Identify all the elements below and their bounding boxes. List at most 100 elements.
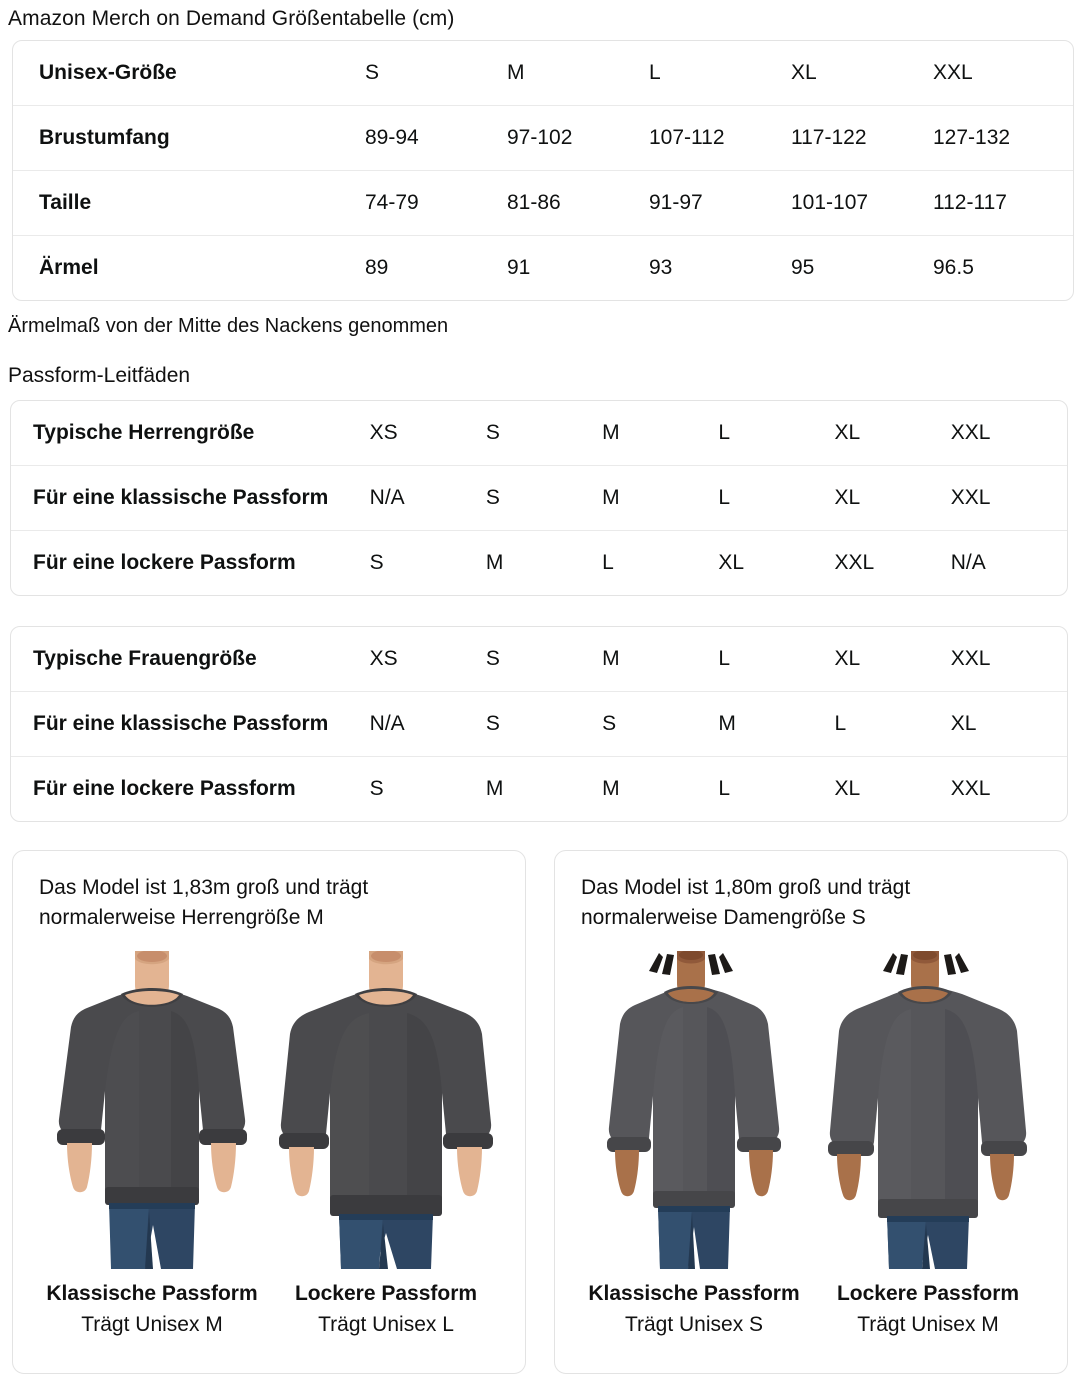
cell-value: L	[718, 401, 835, 466]
cell-value: 93	[649, 256, 673, 279]
cell-value: L	[602, 551, 614, 574]
womens-fit-table-container: Typische Frauengröße XS S M L XL XXL Für…	[10, 626, 1068, 822]
male-classic-fit-figure	[35, 939, 269, 1269]
cell-value: N/A	[369, 691, 486, 757]
mens-fit-table: Typische Herrengröße XS S M L XL XXL Für…	[11, 401, 1067, 595]
row-label: Für eine lockere Passform	[33, 551, 296, 574]
female-relaxed-label-group: Lockere Passform Trägt Unisex M	[811, 1279, 1045, 1341]
size-label: Trägt Unisex M	[81, 1313, 223, 1336]
female-relaxed-fit-illustration	[828, 951, 1027, 1269]
cell-value: XL	[950, 691, 1067, 757]
cell-value: 89-94	[365, 105, 507, 171]
table-row: Ärmel 89 91 93 95 96.5	[13, 236, 1073, 301]
table-row: Typische Frauengröße XS S M L XL XXL	[11, 627, 1067, 692]
cell-value: 97-102	[507, 105, 649, 171]
measurements-table-container: Unisex-Größe S M L XL XXL Brustumfang 89…	[12, 40, 1074, 301]
fit-label: Klassische Passform	[46, 1282, 258, 1305]
female-figures	[577, 939, 1045, 1269]
male-figures	[35, 939, 503, 1269]
row-label: Für eine klassische Passform	[11, 465, 370, 531]
fit-label: Lockere Passform	[836, 1282, 1020, 1305]
table-row: Typische Herrengröße XS S M L XL XXL	[11, 401, 1067, 466]
cell-value: M	[718, 691, 835, 757]
cell-value: XXL	[950, 627, 1067, 692]
fit-guides-title: Passform-Leitfäden	[8, 364, 191, 387]
womens-fit-table: Typische Frauengröße XS S M L XL XXL Für…	[11, 627, 1067, 821]
cell-value: 91	[507, 256, 531, 279]
male-classic-fit-illustration	[57, 951, 247, 1269]
cell-value: M	[602, 401, 719, 466]
cell-value: 81-86	[507, 170, 649, 236]
female-relaxed-fit-figure	[811, 939, 1045, 1269]
cell-value: XXL	[834, 551, 875, 574]
table-row: Unisex-Größe S M L XL XXL	[13, 41, 1073, 106]
size-label: Trägt Unisex M	[857, 1313, 999, 1336]
cell-value: XL	[791, 41, 933, 106]
row-label: Typische Frauengröße	[11, 627, 370, 692]
female-classic-fit-figure	[577, 939, 811, 1269]
cell-value: XS	[369, 401, 486, 466]
male-classic-label-group: Klassische Passform Trägt Unisex M	[35, 1279, 269, 1341]
table-row: Für eine klassische Passform N/A S M L X…	[11, 465, 1067, 531]
table-row: Taille 74-79 81-86 91-97 101-107 112-117	[13, 170, 1073, 236]
cell-value: S	[485, 465, 603, 531]
male-relaxed-fit-figure	[269, 939, 503, 1269]
female-classic-fit-illustration	[607, 951, 781, 1269]
cell-value: S	[365, 41, 507, 106]
table-row: Für eine klassische Passform N/A S S M L…	[11, 691, 1067, 757]
cell-value: XL	[834, 627, 951, 692]
male-figure-labels: Klassische Passform Trägt Unisex M Locke…	[35, 1279, 503, 1341]
female-model-heading: Das Model ist 1,80m groß und trägt norma…	[581, 876, 911, 929]
row-label: Typische Herrengröße	[11, 401, 370, 466]
male-relaxed-label-group: Lockere Passform Trägt Unisex L	[269, 1279, 503, 1341]
measurement-note: Ärmelmaß von der Mitte des Nackens genom…	[8, 315, 449, 337]
mens-fit-table-container: Typische Herrengröße XS S M L XL XXL Für…	[10, 400, 1068, 596]
cell-value: 95	[791, 256, 815, 279]
cell-value: S	[602, 691, 719, 757]
cell-value: 127-132	[933, 105, 1073, 171]
cell-value: M	[602, 627, 719, 692]
cell-value: 117-122	[791, 105, 933, 171]
row-label: Taille	[13, 170, 365, 236]
cell-value: S	[369, 777, 384, 800]
female-model-card: Das Model ist 1,80m groß und trägt norma…	[554, 850, 1068, 1374]
cell-value: 107-112	[649, 105, 791, 171]
cell-value: 112-117	[933, 170, 1073, 236]
row-label: Für eine lockere Passform	[33, 777, 296, 800]
cell-value: M	[485, 777, 504, 800]
cell-value: XXL	[950, 465, 1067, 531]
cell-value: XXL	[950, 777, 991, 800]
cell-value: L	[718, 465, 835, 531]
row-label: Ärmel	[39, 256, 99, 279]
cell-value: N/A	[369, 465, 486, 531]
fit-label: Klassische Passform	[588, 1282, 800, 1305]
cell-value: 96.5	[933, 256, 974, 279]
male-relaxed-fit-illustration	[279, 951, 493, 1269]
cell-value: XL	[834, 777, 861, 800]
cell-value: XS	[369, 627, 486, 692]
model-cards: Das Model ist 1,83m groß und trägt norma…	[12, 850, 1068, 1374]
cell-value: L	[649, 41, 791, 106]
cell-value: M	[507, 41, 649, 106]
cell-value: 89	[365, 256, 389, 279]
row-label: Für eine klassische Passform	[11, 691, 370, 757]
row-label: Brustumfang	[13, 105, 365, 171]
cell-value: XXL	[950, 401, 1067, 466]
female-figure-labels: Klassische Passform Trägt Unisex S Locke…	[577, 1279, 1045, 1341]
size-label: Trägt Unisex L	[318, 1313, 454, 1336]
cell-value: S	[485, 627, 603, 692]
cell-value: M	[485, 551, 504, 574]
cell-value: XL	[834, 465, 951, 531]
cell-value: XL	[834, 401, 951, 466]
cell-value: M	[602, 465, 719, 531]
cell-value: L	[718, 627, 835, 692]
page-title: Amazon Merch on Demand Größentabelle (cm…	[8, 7, 455, 30]
cell-value: S	[485, 691, 603, 757]
cell-value: M	[602, 777, 620, 800]
cell-value: L	[834, 691, 951, 757]
cell-value: L	[718, 777, 731, 800]
male-model-card: Das Model ist 1,83m groß und trägt norma…	[12, 850, 526, 1374]
cell-value: XXL	[933, 41, 1073, 106]
measurements-table: Unisex-Größe S M L XL XXL Brustumfang 89…	[13, 41, 1073, 301]
